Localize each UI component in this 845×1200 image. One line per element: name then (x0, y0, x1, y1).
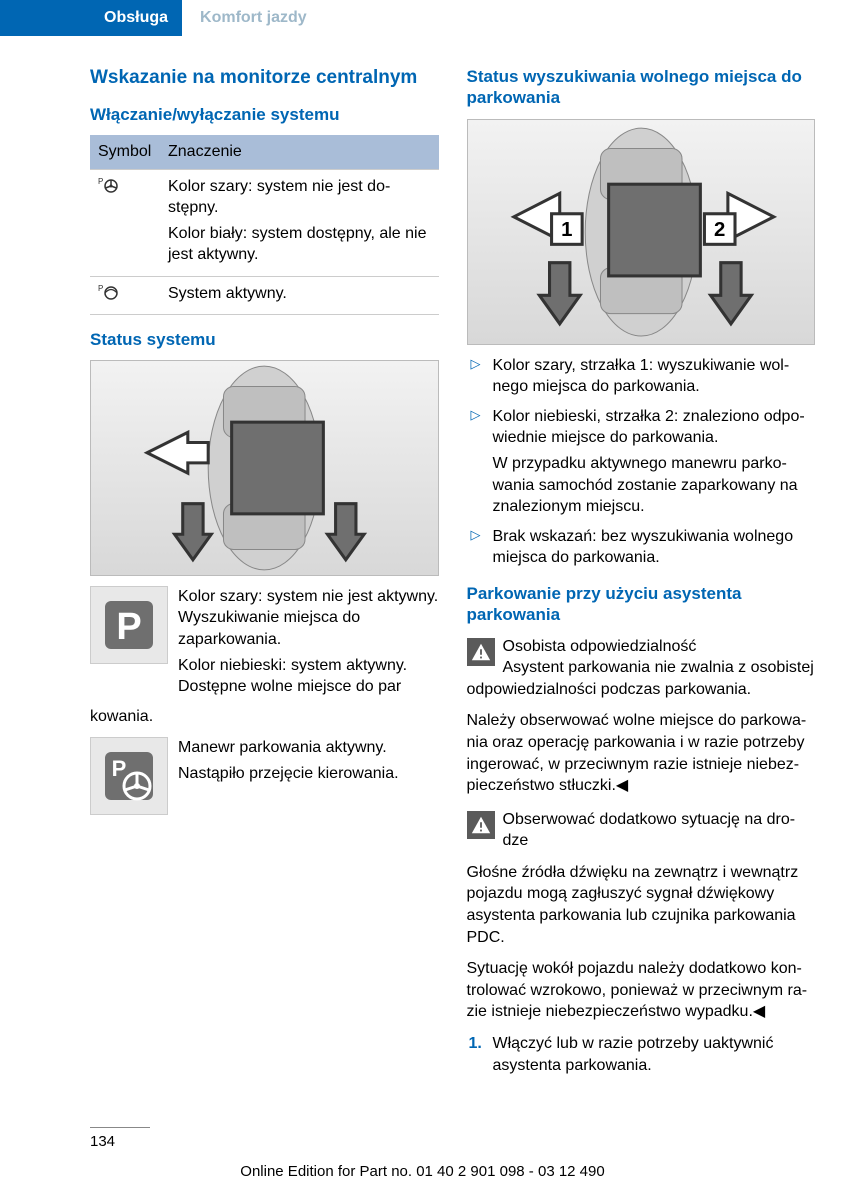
cell-meaning-1: Kolor szary: system nie jest do­stępny. … (160, 169, 439, 276)
heading-status-system: Status systemu (90, 329, 439, 350)
step-number: 1. (469, 1033, 482, 1055)
warn1-title: Osobista odpowiedzialność (503, 638, 697, 655)
page-number-rule (90, 1127, 150, 1128)
list-item: Kolor niebieski, strzałka 2: znaleziono … (467, 406, 816, 518)
symbol-table: Symbol Znaczenie P Kolor szary: system n… (90, 135, 439, 315)
header-spacer (0, 0, 90, 36)
header-tab-inactive-label: Komfort jazdy (200, 7, 307, 29)
list-item: Brak wskazań: bez wyszukiwania wolnego m… (467, 526, 816, 569)
warning-icon (467, 811, 495, 839)
warning-block-2: Obserwować dodatkowo sytuację na dro­dze (467, 809, 816, 852)
row1-text-a: Kolor szary: system nie jest do­stępny. (168, 176, 431, 219)
svg-text:P: P (116, 606, 141, 648)
para-2: Głośne źródła dźwięku na zewnątrz i wewn… (467, 862, 816, 948)
list-item: 1. Włączyć lub w razie potrzeby uaktywni… (467, 1033, 816, 1076)
header-tab-inactive: Komfort jazdy (182, 0, 325, 36)
bullet-2: Kolor niebieski, strzałka 2: znaleziono … (493, 408, 805, 447)
svg-text:P: P (98, 177, 103, 186)
header-bar: Obsługa Komfort jazdy (0, 0, 845, 36)
list-item: Kolor szary, strzałka 1: wyszukiwanie wo… (467, 355, 816, 398)
warn2-title: Obserwować dodatkowo sytuację na dro­dze (503, 811, 796, 850)
page-body: Wskazanie na monitorze centralnym Włącza… (0, 36, 845, 1082)
para-1: Należy obserwować wolne miejsce do parko… (467, 710, 816, 796)
warning-icon (467, 638, 495, 666)
pw-icon-block: P Manewr parkowania aktywny. Nastąpiło p… (90, 737, 439, 815)
diagram-status-system (90, 360, 439, 576)
svg-text:P: P (112, 756, 127, 781)
diagram-search-status: 1 2 (467, 119, 816, 345)
numbered-steps: 1. Włączyć lub w razie potrzeby uaktywni… (467, 1033, 816, 1076)
footer-line: Online Edition for Part no. 01 40 2 901 … (0, 1162, 845, 1182)
svg-text:P: P (98, 284, 103, 293)
warn1-body: Asystent parkowania nie zwalnia z osobis… (467, 659, 814, 698)
p-text-1: Kolor szary: system nie jest ak­tywny. W… (178, 586, 439, 651)
p-text-2-cont: kowania. (90, 706, 439, 728)
bullet-3: Brak wskazań: bez wyszukiwania wolnego m… (493, 528, 794, 567)
para-3: Sytuację wokół pojazdu należy dodatkowo … (467, 958, 816, 1023)
th-symbol: Symbol (90, 135, 160, 169)
steering-p-icon: P (98, 181, 120, 197)
p-icon-block: P Kolor szary: system nie jest ak­tywny.… (90, 586, 439, 702)
cell-meaning-2: System aktywny. (160, 276, 439, 314)
row1-text-b: Kolor biały: system dostępny, ale nie je… (168, 223, 431, 266)
pw-text-1: Manewr parkowania aktywny. (178, 737, 399, 759)
p-text-2: Kolor niebieski: system aktywny. Dostępn… (178, 655, 439, 698)
pw-text-2: Nastąpiło przejęcie kierowania. (178, 763, 399, 785)
parking-p-icon: P (90, 586, 168, 664)
page-number: 134 (90, 1132, 115, 1152)
left-column: Wskazanie na monitorze centralnym Włącza… (90, 66, 439, 1082)
svg-text:1: 1 (561, 219, 572, 241)
table-row: P System aktywny. (90, 276, 439, 314)
steering-p-active-icon: P (98, 288, 120, 304)
table-row: P Kolor szary: system nie jest do­stępny… (90, 169, 439, 276)
step-1-text: Włączyć lub w razie potrzeby uaktywnić a… (493, 1035, 774, 1074)
header-tab-active: Obsługa (90, 0, 182, 36)
cell-symbol-2: P (90, 276, 160, 314)
pw-icon-text: Manewr parkowania aktywny. Nastąpiło prz… (178, 737, 399, 815)
header-tab-active-label: Obsługa (104, 7, 168, 29)
bullet-1: Kolor szary, strzałka 1: wyszukiwanie wo… (493, 357, 790, 396)
svg-text:2: 2 (714, 219, 725, 241)
heading-toggle-system: Włączanie/wyłączanie systemu (90, 104, 439, 125)
heading-search-status: Status wyszukiwania wolnego miejsca do p… (467, 66, 816, 109)
warning-block-1: Osobista odpowiedzialność Asystent parko… (467, 636, 816, 701)
right-column: Status wyszukiwania wolnego miejsca do p… (467, 66, 816, 1082)
bullet-2-sub: W przypadku aktywnego manewru parko­wani… (493, 453, 816, 518)
cell-symbol-1: P (90, 169, 160, 276)
heading-parking-assist: Parkowanie przy użyciu asystenta parkowa… (467, 583, 816, 626)
heading-main-left: Wskazanie na monitorze centralnym (90, 66, 439, 90)
bullet-list: Kolor szary, strzałka 1: wyszukiwanie wo… (467, 355, 816, 569)
parking-wheel-icon: P (90, 737, 168, 815)
th-meaning: Znaczenie (160, 135, 439, 169)
p-icon-text: Kolor szary: system nie jest ak­tywny. W… (178, 586, 439, 702)
